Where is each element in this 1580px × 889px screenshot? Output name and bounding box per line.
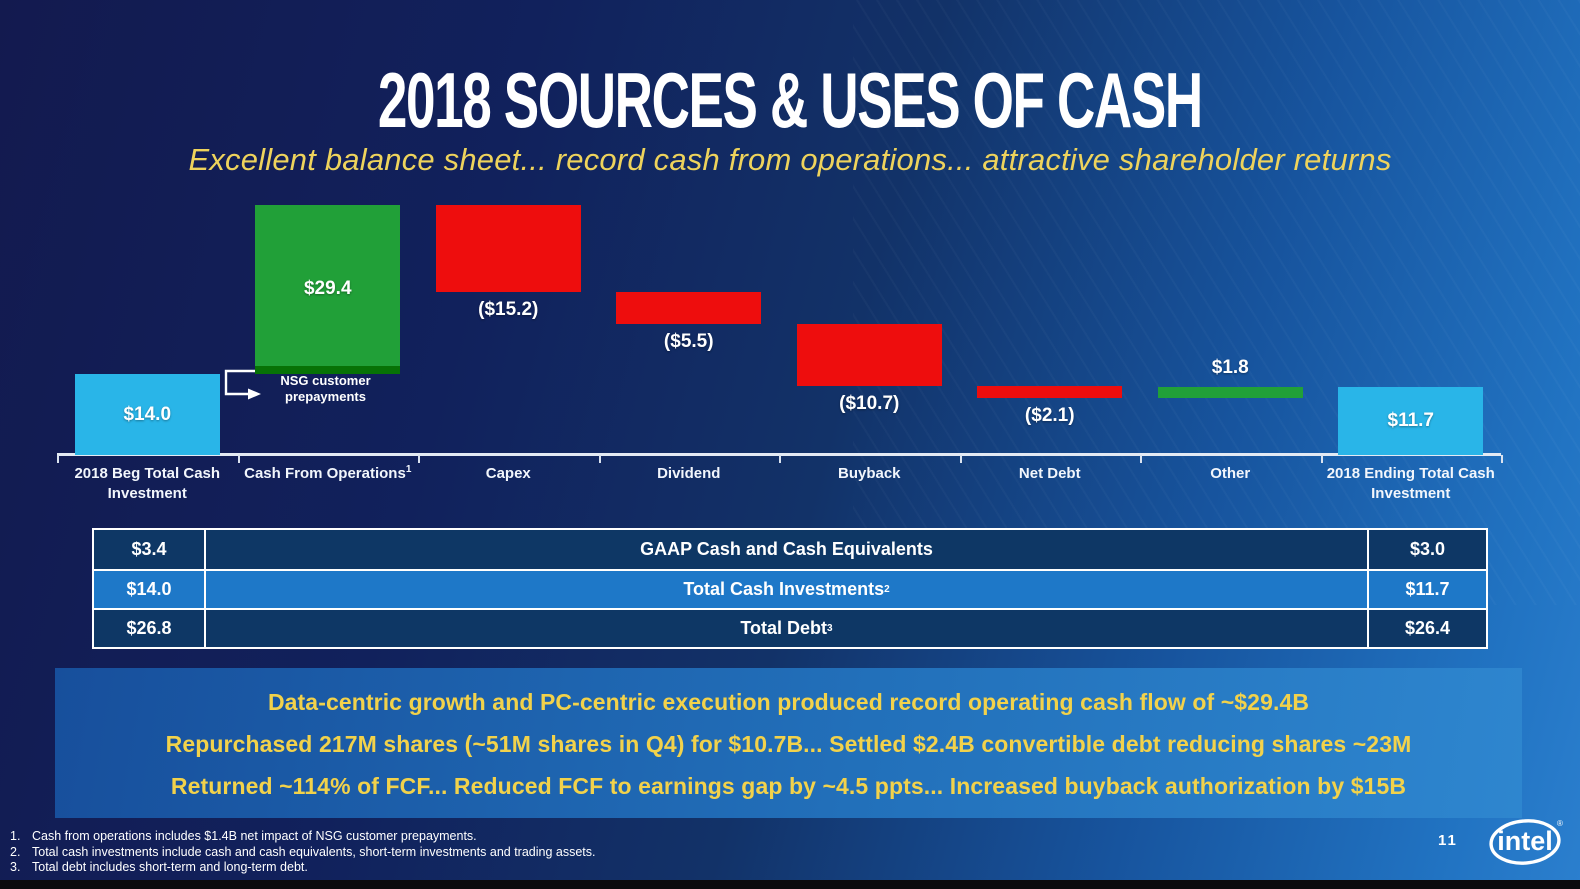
x-axis-category-label: 2018 Ending Total Cash Investment <box>1326 465 1495 502</box>
footnote-ref: 1 <box>405 464 412 475</box>
highlight-line: Returned ~114% of FCF... Reduced FCF to … <box>170 773 1407 799</box>
table-cell-metric-name: Total Cash Investments 2 <box>204 571 1367 608</box>
footnote: 1. Cash from operations includes $1.4B ne… <box>10 829 595 845</box>
x-axis-category-label: Net Debt <box>1018 465 1081 482</box>
x-axis-tick <box>1501 455 1503 463</box>
bar-value-label: ($15.2) <box>478 299 539 321</box>
table-row: $3.4 GAAP Cash and Cash Equivalents $3.0 <box>94 530 1486 569</box>
table-cell-metric-name: GAAP Cash and Cash Equivalents <box>204 530 1367 569</box>
x-axis-category-label: Dividend <box>657 465 721 482</box>
bar-value-label: ($10.7) <box>839 392 900 414</box>
footnote-number: 3. <box>10 860 21 874</box>
page-title-text: 2018 SOURCES & USES OF CASH <box>378 56 1203 144</box>
page-subtitle: Excellent balance sheet... record cash f… <box>188 142 1392 177</box>
bar-value-label: $29.4 <box>303 278 352 300</box>
table-cell-metric-name: Total Debt 3 <box>204 610 1367 647</box>
table-cell-end-value: $26.4 <box>1367 610 1486 647</box>
footnote-text: Total debt includes short-term and long-… <box>32 860 308 874</box>
bar-value-label: $1.8 <box>1211 357 1249 379</box>
table-row: $14.0 Total Cash Investments 2 $11.7 <box>94 569 1486 608</box>
intel-logo: intel ® <box>1489 819 1563 865</box>
footnote-number: 1. <box>10 829 21 843</box>
bar-value-label: $14.0 <box>123 403 172 425</box>
x-axis-tick <box>418 455 420 463</box>
nsg-callout-label: NSG customer prepayments <box>268 373 383 405</box>
x-axis-category-label: Buyback <box>837 465 901 482</box>
x-axis-category-label: Capex <box>485 465 531 482</box>
x-axis-tick <box>1320 455 1323 463</box>
waterfall-bar-buyback <box>796 324 942 386</box>
intel-logo-registered-mark: ® <box>1557 819 1563 828</box>
x-axis-category-label: Other <box>1210 465 1251 482</box>
waterfall-bar-capex <box>435 204 581 293</box>
highlights-box: Data-centric growth and PC-centric execu… <box>55 668 1522 818</box>
table-cell-begin-value: $3.4 <box>131 539 167 559</box>
bar-value-label: $11.7 <box>1387 410 1435 432</box>
x-axis-tick <box>1140 455 1142 463</box>
table-cell-begin-value: $26.8 <box>126 618 172 638</box>
x-axis-tick <box>57 455 59 463</box>
nsg-prepayments-segment <box>255 366 401 375</box>
waterfall-bar-2018-ending-total-cash-investment: $11.7 <box>1338 387 1484 455</box>
intel-logo-text: intel <box>1497 826 1553 856</box>
x-axis-category-label: 2018 Beg Total Cash Investment <box>74 465 221 502</box>
table-cell-end-value: $11.7 <box>1367 571 1486 608</box>
x-axis-tick <box>959 455 962 463</box>
footnote: 3. Total debt includes short-term and lon… <box>10 860 595 876</box>
table-cell-end-value: $3.0 <box>1367 530 1486 569</box>
x-axis-line <box>57 453 1501 456</box>
table-row: $26.8 Total Debt 3 $26.4 <box>94 608 1486 647</box>
nsg-callout-line2: prepayments <box>285 389 366 404</box>
x-axis-category-label: Cash From Operations1 <box>244 464 412 483</box>
waterfall-bar-dividend <box>616 292 762 325</box>
footnote-text: Cash from operations includes $1.4B net … <box>32 829 477 843</box>
x-axis-tick <box>598 455 601 463</box>
footnote-text: Total cash investments include cash and … <box>32 844 596 859</box>
bottom-black-bar <box>0 880 1580 889</box>
footnote-number: 2. <box>10 844 21 859</box>
waterfall-bar-net-debt <box>977 385 1123 398</box>
highlight-line: Repurchased 217M shares (~51M shares in … <box>165 731 1412 757</box>
page-number: 11 <box>1438 832 1458 849</box>
nsg-callout-line1: NSG customer <box>280 373 371 388</box>
bar-value-label: ($5.5) <box>663 331 714 353</box>
table-cell-begin-value: $14.0 <box>126 579 172 599</box>
waterfall-bar-other <box>1157 387 1303 398</box>
x-axis-tick <box>779 455 781 463</box>
waterfall-bar-2018-beg-total-cash-investment: $14.0 <box>74 374 220 455</box>
page-title: 2018 SOURCES & USES OF CASH <box>0 60 1580 140</box>
nsg-callout-arrow-icon <box>224 369 261 400</box>
footnote: 2. Total cash investments include cash an… <box>10 845 595 861</box>
x-axis-tick <box>237 455 240 463</box>
footnotes: 1. Cash from operations includes $1.4B ne… <box>10 829 595 876</box>
waterfall-bar-cash-from-operations: $29.4 <box>255 204 401 375</box>
bar-value-label: ($2.1) <box>1024 404 1075 426</box>
highlight-line: Data-centric growth and PC-centric execu… <box>267 689 1310 715</box>
cash-summary-table: $3.4 GAAP Cash and Cash Equivalents $3.0 $1… <box>92 528 1488 649</box>
